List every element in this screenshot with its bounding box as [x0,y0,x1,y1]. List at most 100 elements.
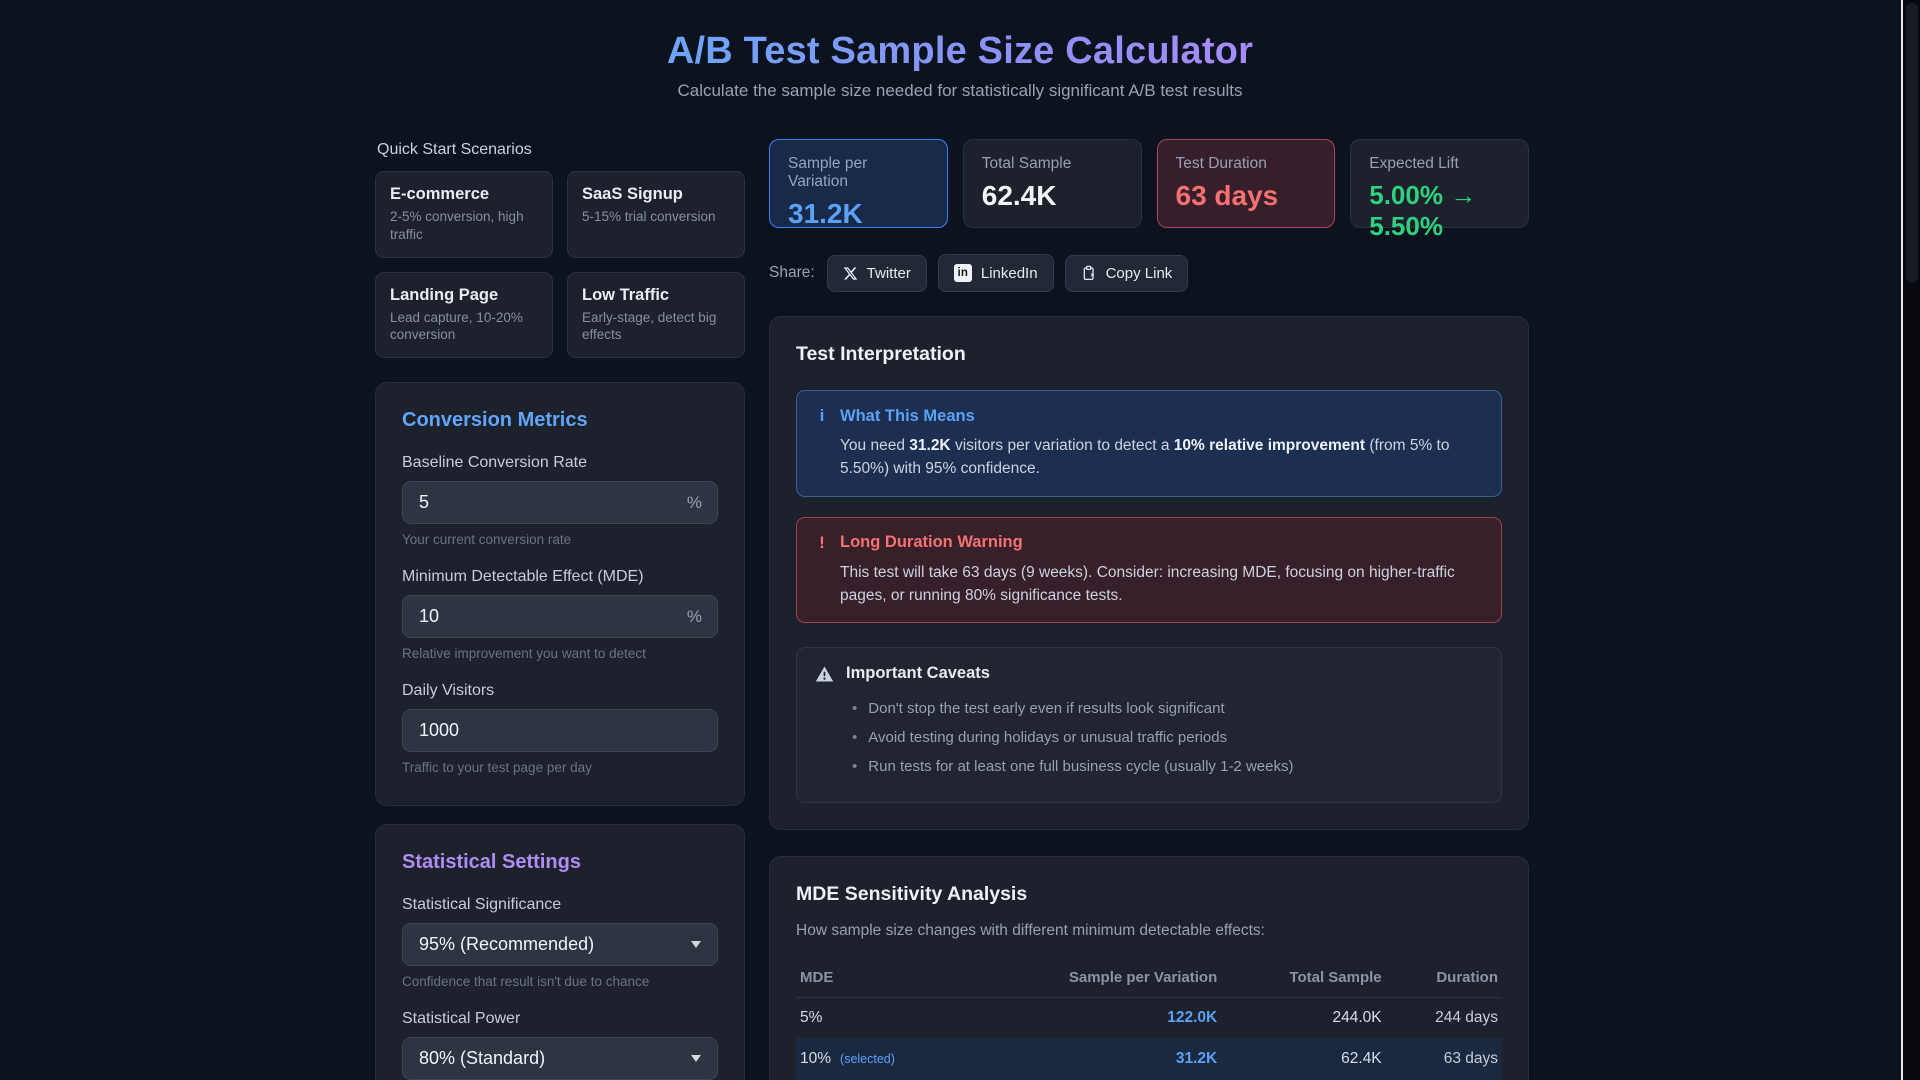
page-header: A/B Test Sample Size Calculator Calculat… [0,0,1920,101]
conversion-metrics-heading: Conversion Metrics [402,409,588,432]
result-label: Expected Lift [1369,155,1459,172]
baseline-conversion-helper: Your current conversion rate [402,532,572,548]
long-duration-warning-title-row: ! Long Duration Warning [815,533,1483,553]
results-row: Sample per Variation 31.2K Total Sample … [769,139,1529,241]
what-this-means-title-row: i What This Means [815,406,1483,426]
daily-visitors-field: Daily Visitors Traffic to your test page… [402,682,718,775]
warning-exclamation-icon: ! [819,532,825,552]
linkedin-icon: in [953,264,972,282]
power-label: Statistical Power [402,1010,521,1028]
test-interpretation-panel: Test Interpretation i What This Means Yo… [769,316,1529,830]
long-duration-warning-title: Long Duration Warning [840,533,1023,551]
significance-select[interactable]: 95% (Recommended) [402,923,718,967]
mde-table-header-row: MDE Sample per Variation Total Sample Du… [796,957,1502,998]
page-subtitle: Calculate the sample size needed for sta… [677,81,1243,100]
scenario-card-landing-page[interactable]: Landing Page Lead capture, 10-20% conver… [375,271,553,359]
baseline-conversion-input[interactable] [402,481,718,525]
significance-helper: Confidence that result isn't due to chan… [402,974,650,990]
share-copy-link-button[interactable]: Copy Link [1064,254,1189,292]
caveats-list: • Don't stop the test early even if resul… [852,694,1483,782]
daily-visitors-helper: Traffic to your test page per day [402,760,592,776]
conversion-metrics-panel: Conversion Metrics Baseline Conversion R… [375,382,745,807]
mde-input[interactable] [402,595,718,639]
significance-value: 95% (Recommended) [419,934,595,955]
statistical-settings-heading: Statistical Settings [402,851,581,874]
important-caveats-title-row: Important Caveats [815,664,1483,683]
mde-field: Minimum Detectable Effect (MDE) % Relati… [402,568,718,661]
chevron-down-icon [691,941,701,949]
info-icon: i [819,406,825,425]
scenario-desc: 5-15% trial conversion [582,209,716,224]
result-card-expected-lift: Expected Lift 5.00% → 5.50% [1350,139,1529,241]
quick-start-label: Quick Start Scenarios [377,141,532,158]
result-value: 63 days [1175,180,1279,211]
significance-field: Statistical Significance 95% (Recommende… [402,896,718,989]
scenario-desc: Early-stage, detect big effects [582,309,717,343]
what-this-means-title: What This Means [840,406,975,425]
daily-visitors-input[interactable] [402,709,718,753]
chevron-down-icon [691,1055,701,1063]
mde-row: 5% 122.0K 244.0K 244 days [796,997,1502,1039]
col-header-mde: MDE [796,957,965,998]
mde-sensitivity-subtitle: How sample size changes with different m… [796,921,1265,939]
baseline-conversion-label: Baseline Conversion Rate [402,454,587,472]
share-copy-link-label: Copy Link [1105,264,1173,282]
col-header-duration: Duration [1385,957,1502,998]
percent-suffix: % [686,492,702,512]
mde-label: Minimum Detectable Effect (MDE) [402,568,644,586]
scenario-grid: E-commerce 2-5% conversion, high traffic… [375,171,745,359]
power-field: Statistical Power 80% (Standard) Probabi… [402,1010,718,1080]
what-this-means-box: i What This Means You need 31.2K visitor… [796,390,1502,497]
scenario-card-saas-signup[interactable]: SaaS Signup 5-15% trial conversion [567,171,745,258]
x-twitter-icon [843,266,858,281]
copy-link-icon [1081,265,1097,281]
power-select[interactable]: 80% (Standard) [402,1037,718,1080]
mde-sensitivity-panel: MDE Sensitivity Analysis How sample size… [769,855,1529,1080]
significance-label: Statistical Significance [402,896,562,914]
result-label: Test Duration [1175,155,1267,172]
bullet-icon: • [852,728,858,746]
right-column: Sample per Variation 31.2K Total Sample … [769,139,1529,1080]
col-header-sample-per-variation: Sample per Variation [964,957,1222,998]
caveat-item: • Don't stop the test early even if resul… [852,694,1483,723]
mde-sensitivity-heading: MDE Sensitivity Analysis [796,882,1028,905]
scenario-title: SaaS Signup [582,185,683,203]
result-card-test-duration: Test Duration 63 days [1156,139,1336,228]
long-duration-warning-body: This test will take 63 days (9 weeks). C… [840,563,1455,604]
result-value: 62.4K [981,180,1057,211]
result-value: 5.00% → 5.50% [1369,180,1477,241]
warning-triangle-icon [815,665,834,683]
share-linkedin-button[interactable]: in LinkedIn [937,254,1054,292]
scenario-card-low-traffic[interactable]: Low Traffic Early-stage, detect big effe… [567,271,745,359]
scenario-desc: 2-5% conversion, high traffic [390,209,524,242]
mde-row-selected: 10% (selected) 31.2K 62.4K 63 days [796,1038,1502,1080]
mde-table-body: 5% 122.0K 244.0K 244 days 10% (selected) 31.2K… [796,997,1502,1080]
what-this-means-body: You need 31.2K visitors per variation to… [840,437,1450,478]
share-twitter-label: Twitter [866,264,911,282]
result-value: 31.2K [788,198,863,229]
result-card-total-sample: Total Sample 62.4K [962,139,1142,228]
share-row: Share: Twitter in LinkedIn Copy Link [769,254,1529,292]
result-card-sample-per-variation: Sample per Variation 31.2K [769,139,948,229]
share-linkedin-label: LinkedIn [980,264,1038,282]
page-title: A/B Test Sample Size Calculator [666,30,1254,72]
main-layout: Quick Start Scenarios E-commerce 2-5% co… [375,139,1529,1080]
scenario-desc: Lead capture, 10-20% conversion [390,309,523,343]
baseline-conversion-field: Baseline Conversion Rate % Your current … [402,454,718,547]
share-twitter-button[interactable]: Twitter [826,254,927,292]
scenario-title: E-commerce [390,185,490,203]
scrollbar-thumb[interactable] [1906,3,1918,283]
scenario-title: Landing Page [390,285,499,304]
caveat-item: • Run tests for at least one full busines… [852,753,1483,782]
long-duration-warning-box: ! Long Duration Warning This test will t… [796,516,1502,623]
mde-helper: Relative improvement you want to detect [402,646,646,662]
scrollbar-track[interactable] [1901,0,1920,1080]
caveat-item: • Avoid testing during holidays or unusua… [852,723,1483,752]
result-label: Total Sample [981,155,1072,172]
percent-suffix: % [686,606,702,626]
selected-tag: (selected) [840,1051,895,1066]
share-label: Share: [769,264,815,281]
power-value: 80% (Standard) [419,1048,546,1069]
mde-table: MDE Sample per Variation Total Sample Du… [796,957,1502,1080]
scenario-card-ecommerce[interactable]: E-commerce 2-5% conversion, high traffic [375,171,553,258]
